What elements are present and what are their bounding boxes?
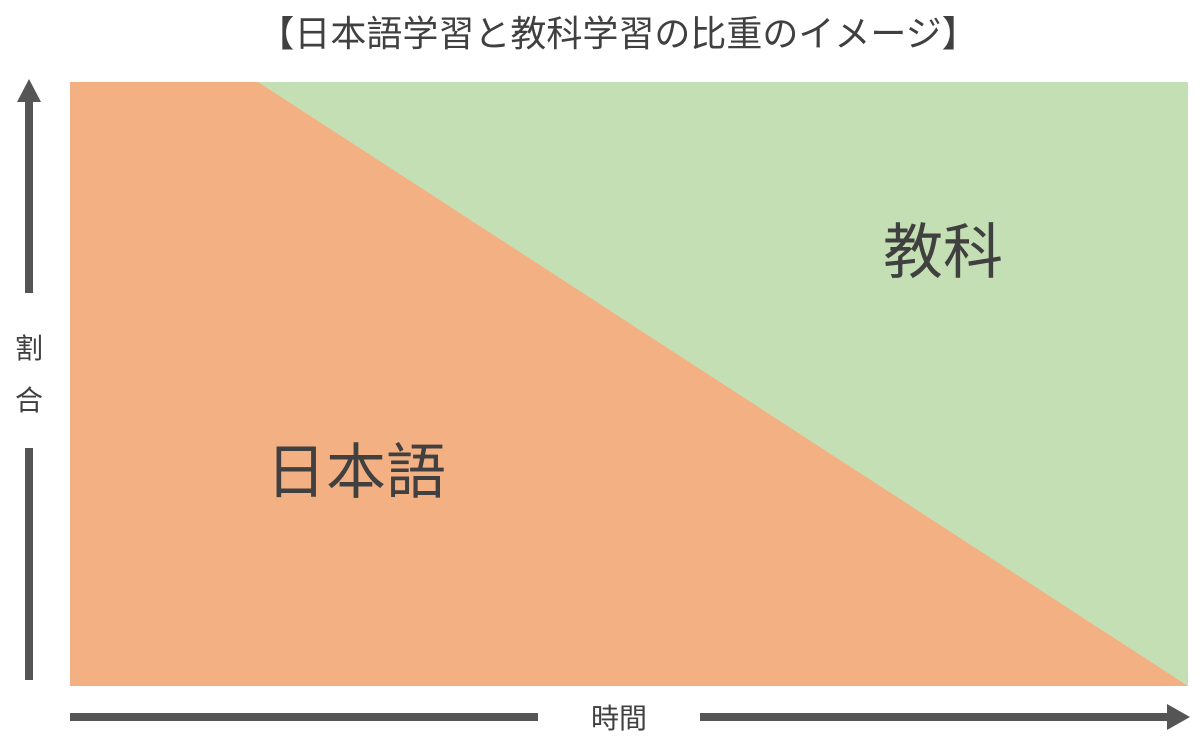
x-axis-arrowhead — [1167, 704, 1190, 730]
diagram-title: 【日本語学習と教科学習の比重のイメージ】 — [258, 14, 977, 55]
japanese-area — [70, 82, 1188, 686]
x-axis-arrow — [70, 704, 1190, 730]
subject-label: 教科 — [883, 218, 1003, 288]
y-axis-arrowhead — [17, 79, 41, 102]
y-axis-arrow — [17, 79, 41, 680]
x-axis-shaft-right — [700, 713, 1170, 721]
x-axis-shaft-left — [70, 713, 538, 721]
y-axis-label-2: 合 — [15, 384, 43, 417]
y-axis-shaft-lower — [25, 448, 33, 680]
y-axis-shaft-upper — [25, 100, 33, 293]
y-axis-label-1: 割 — [15, 332, 43, 365]
x-axis-label: 時間 — [591, 702, 647, 735]
japanese-label: 日本語 — [266, 438, 446, 508]
